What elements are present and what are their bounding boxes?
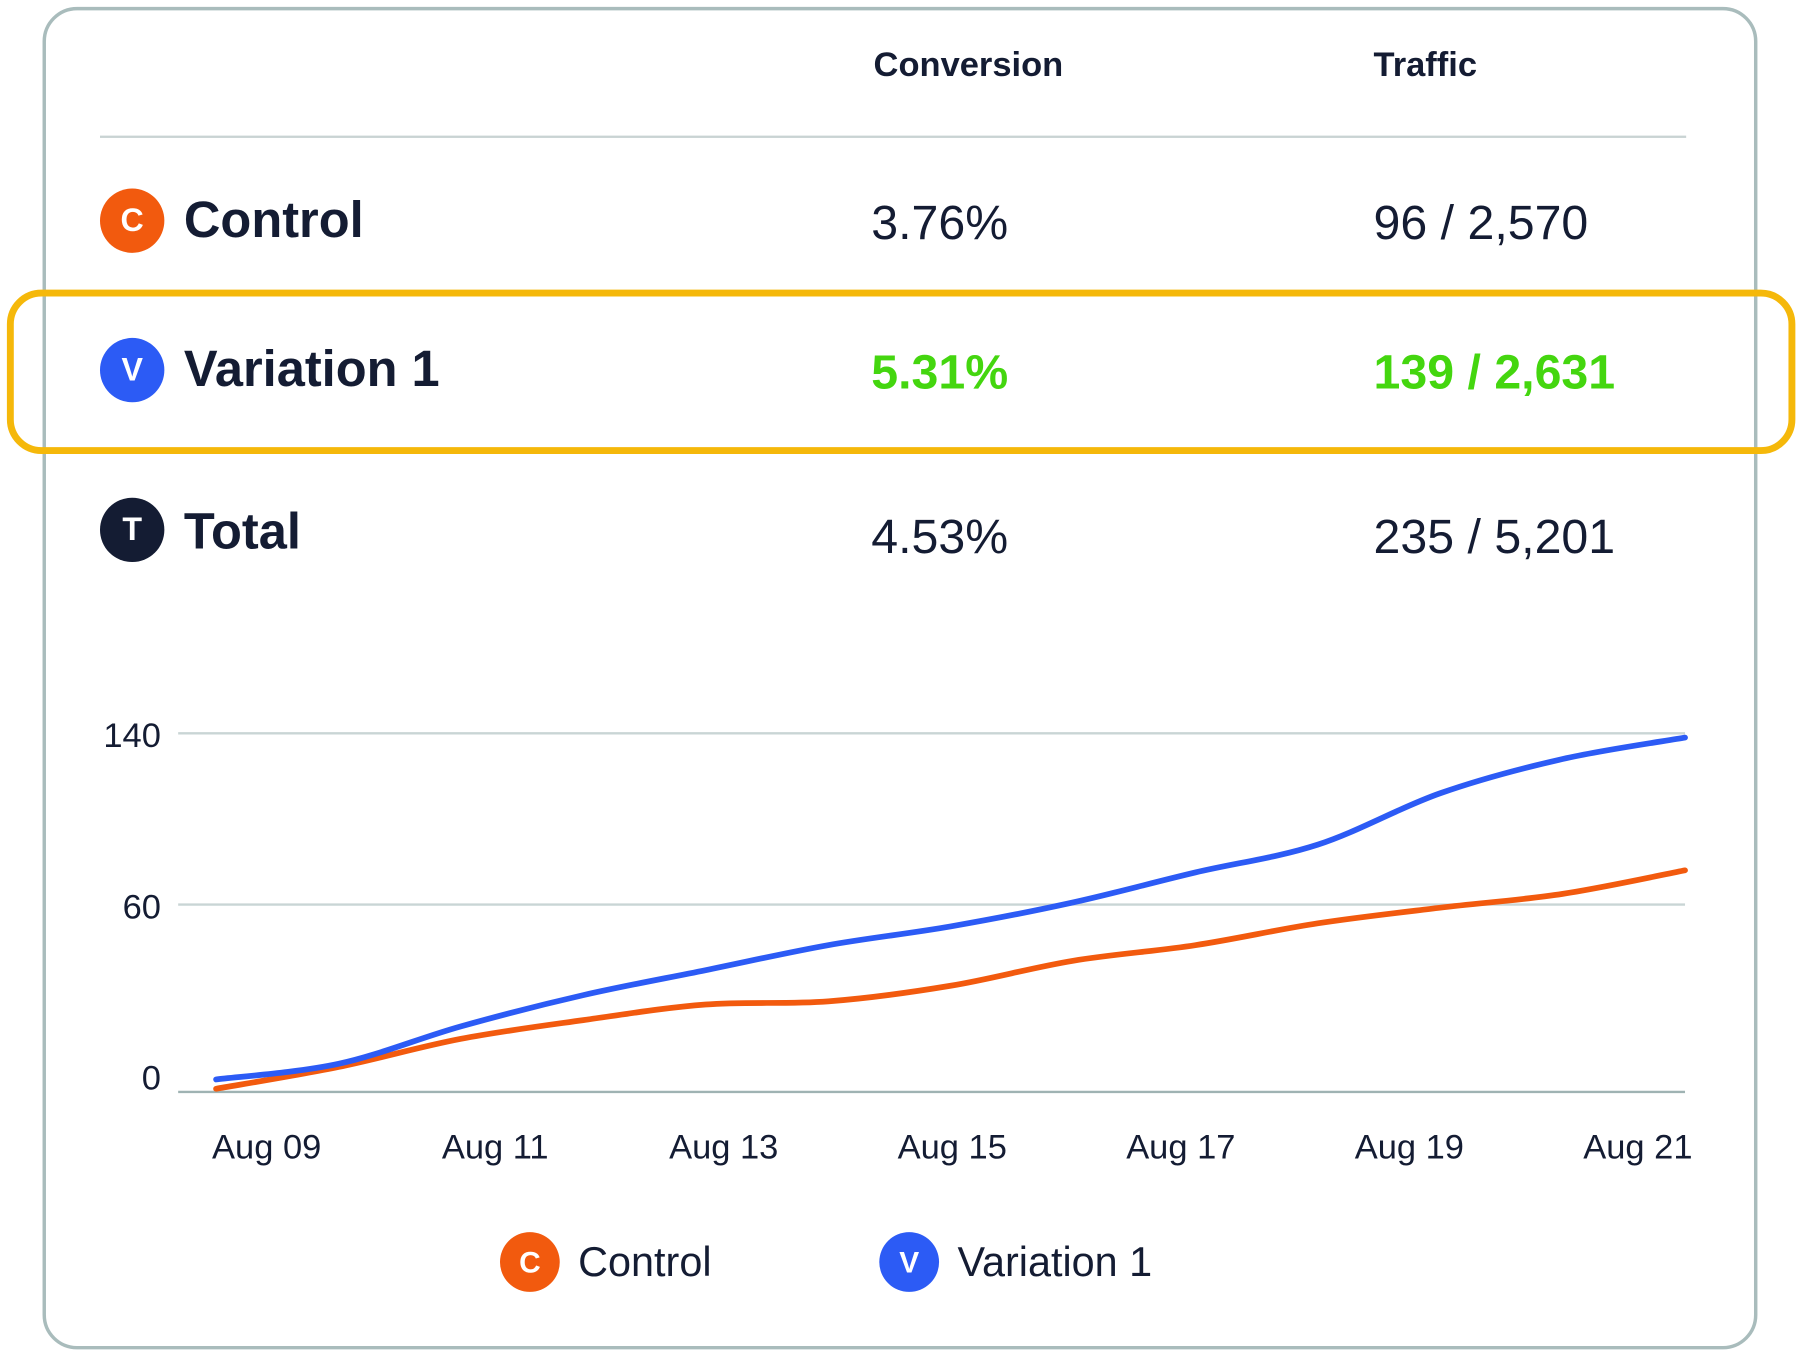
series-line-variation-1 bbox=[213, 734, 1688, 1083]
x-tick-label: Aug 21 bbox=[1583, 1129, 1692, 1167]
x-tick-label: Aug 11 bbox=[442, 1129, 549, 1167]
table-row-total[interactable]: T Total 4.53% 235 / 5,201 bbox=[0, 486, 1800, 578]
legend-label: Variation 1 bbox=[957, 1237, 1153, 1286]
x-tick-label: Aug 19 bbox=[1355, 1129, 1464, 1167]
table-row-variation-1[interactable]: V Variation 1 5.31% 139 / 2,631 bbox=[0, 324, 1800, 416]
legend-label: Control bbox=[578, 1237, 712, 1286]
row-name: Control bbox=[183, 191, 364, 249]
highlight-frame bbox=[6, 289, 1796, 455]
row-conversion: 5.31% bbox=[871, 344, 1009, 399]
control-legend-icon: C bbox=[499, 1232, 560, 1292]
y-tick-label: 60 bbox=[123, 888, 161, 926]
row-name: Variation 1 bbox=[183, 341, 440, 398]
x-tick-label: Aug 17 bbox=[1126, 1129, 1235, 1167]
total-badge-icon: T bbox=[99, 497, 165, 563]
y-tick-label: 0 bbox=[142, 1060, 161, 1098]
row-traffic: 235 / 5,201 bbox=[1373, 509, 1616, 564]
header-conversion: Conversion bbox=[873, 45, 1064, 84]
y-tick-label: 140 bbox=[103, 717, 161, 755]
x-tick-label: Aug 09 bbox=[212, 1129, 321, 1167]
legend-item-variation-1[interactable]: V Variation 1 bbox=[879, 1232, 1152, 1292]
header-traffic: Traffic bbox=[1373, 45, 1478, 84]
row-traffic: 139 / 2,631 bbox=[1373, 344, 1616, 399]
table-row-control[interactable]: C Control 3.76% 96 / 2,570 bbox=[0, 175, 1800, 267]
row-traffic: 96 / 2,570 bbox=[1373, 195, 1589, 250]
variation-legend-icon: V bbox=[879, 1232, 940, 1292]
legend-item-control[interactable]: C Control bbox=[499, 1232, 712, 1292]
row-conversion: 3.76% bbox=[871, 195, 1009, 250]
control-badge-icon: C bbox=[99, 188, 165, 253]
header-divider bbox=[99, 135, 1687, 138]
variation-badge-icon: V bbox=[99, 337, 165, 403]
series-line-control bbox=[213, 867, 1688, 1092]
row-name: Total bbox=[183, 503, 301, 560]
results-card bbox=[42, 6, 1758, 1350]
row-conversion: 4.53% bbox=[871, 509, 1009, 564]
x-tick-label: Aug 13 bbox=[669, 1129, 778, 1167]
x-tick-label: Aug 15 bbox=[898, 1129, 1007, 1167]
